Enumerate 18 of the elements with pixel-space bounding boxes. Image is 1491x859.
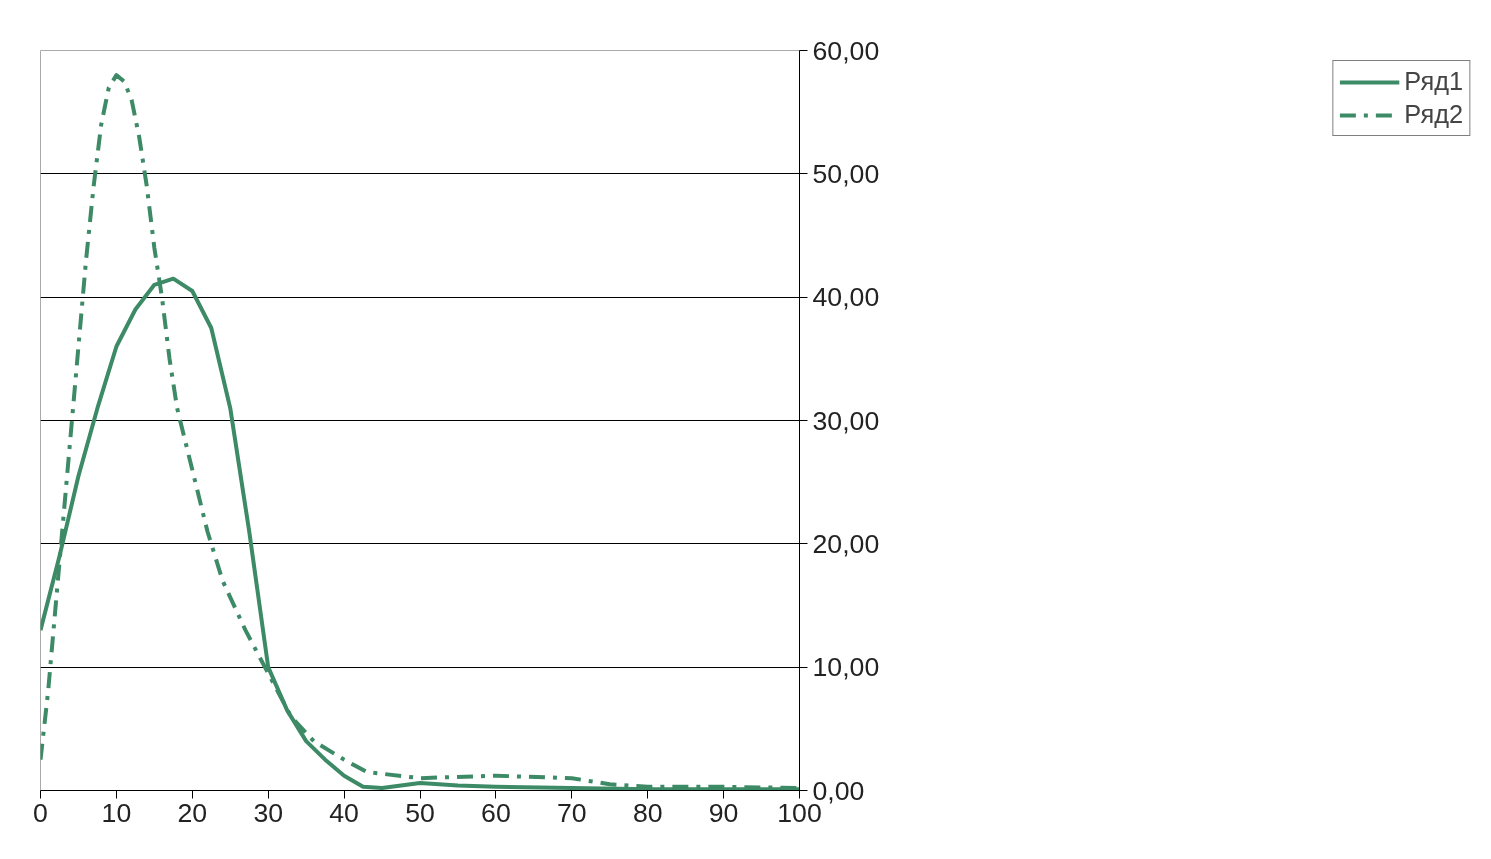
x-tick-label: 30: [253, 797, 284, 828]
x-tick-label: 90: [708, 797, 739, 828]
legend-label: Ряд1: [1404, 67, 1463, 96]
x-tick-label: 80: [632, 797, 663, 828]
y-tick-label: 10,00: [812, 652, 880, 683]
x-tick-label: 50: [405, 797, 435, 828]
x-tick-label: 0: [33, 797, 48, 828]
x-tick-label: 70: [556, 797, 587, 828]
legend-label: Ряд2: [1404, 100, 1463, 129]
y-tick-label: 40,00: [812, 282, 880, 313]
x-tick-label: 40: [329, 797, 359, 828]
x-tick-label: 60: [481, 797, 511, 828]
x-tick-label: 10: [101, 797, 132, 828]
y-tick-label: 30,00: [812, 405, 880, 436]
x-tick-label: 20: [177, 797, 208, 828]
y-tick-label: 60,00: [812, 35, 880, 66]
y-tick-label: 50,00: [812, 158, 880, 189]
y-tick-label: 20,00: [812, 528, 880, 559]
